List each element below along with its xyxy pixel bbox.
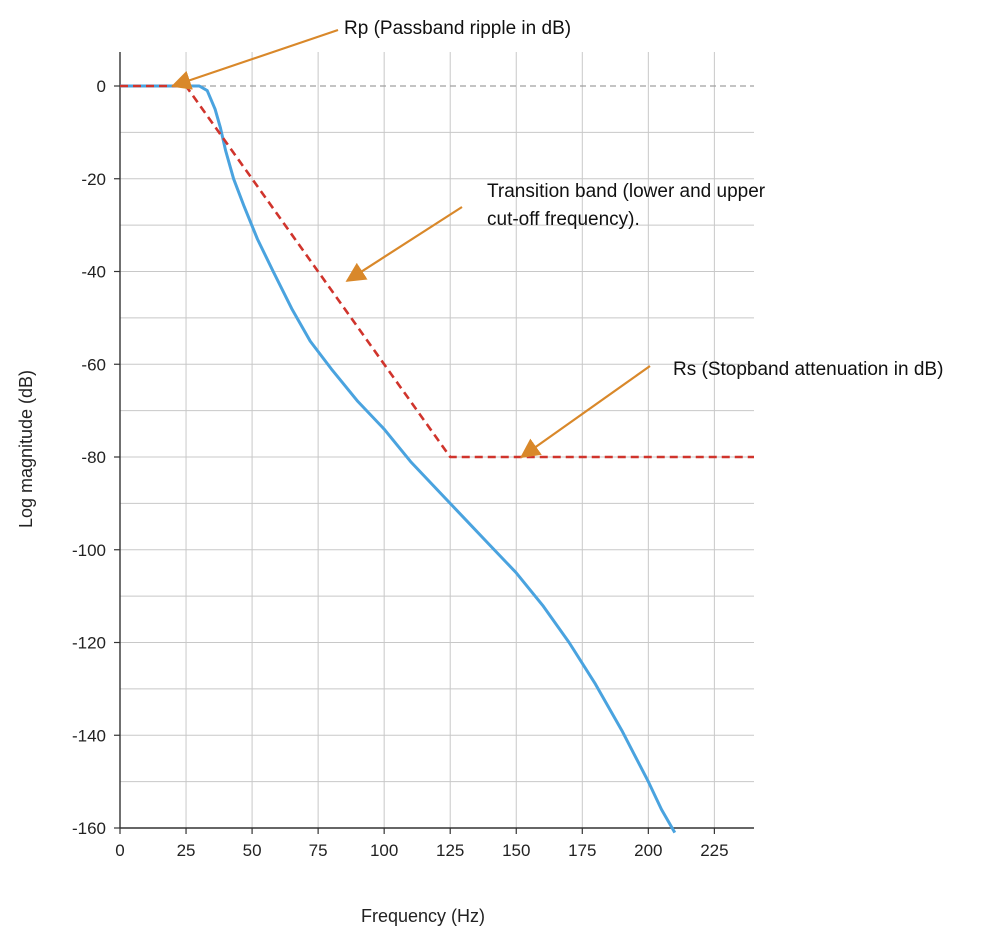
x-tick-label: 125 (436, 841, 464, 860)
y-tick-label: 0 (97, 77, 106, 96)
x-tick-label: 100 (370, 841, 398, 860)
y-tick-label: -20 (81, 170, 106, 189)
y-tick-label: -40 (81, 263, 106, 282)
y-tick-label: -140 (72, 726, 106, 745)
annotations: Rp (Passband ripple in dB) Transition ban… (170, 18, 943, 459)
rp-annotation-text: Rp (Passband ripple in dB) (344, 18, 571, 39)
transition-band-annotation-arrow (345, 206, 463, 282)
x-tick-label: 50 (243, 841, 262, 860)
rs-annotation-arrow (519, 365, 651, 459)
axes: 0 -20 -40 -60 -80 -100 -120 -140 -160 0 25 50 75 100 1… (72, 52, 754, 860)
x-tick-label: 175 (568, 841, 596, 860)
x-tick-label: 25 (177, 841, 196, 860)
y-tick-label: -160 (72, 819, 106, 838)
y-axis-title: Log magnitude (dB) (16, 370, 36, 528)
series-group (120, 84, 754, 834)
y-tick-label: -100 (72, 541, 106, 560)
x-tick-label: 75 (309, 841, 328, 860)
y-tick-label: -80 (81, 448, 106, 467)
x-tick-label: 0 (115, 841, 124, 860)
x-tick-label: 225 (700, 841, 728, 860)
x-tick-label: 200 (634, 841, 662, 860)
x-tick-label: 150 (502, 841, 530, 860)
rs-annotation-text: Rs (Stopband attenuation in dB) (673, 359, 943, 380)
x-axis-title: Frequency (Hz) (361, 906, 485, 926)
transition-band-annotation-text: Transition band (lower and upper (487, 181, 766, 202)
y-tick-label: -120 (72, 634, 106, 653)
rp-annotation-arrow (170, 28, 339, 90)
specification-line (120, 84, 754, 459)
transition-band-annotation-text: cut-off frequency). (487, 209, 640, 230)
grid (120, 52, 754, 829)
filter-response-line (120, 84, 677, 834)
y-tick-label: -60 (81, 355, 106, 374)
